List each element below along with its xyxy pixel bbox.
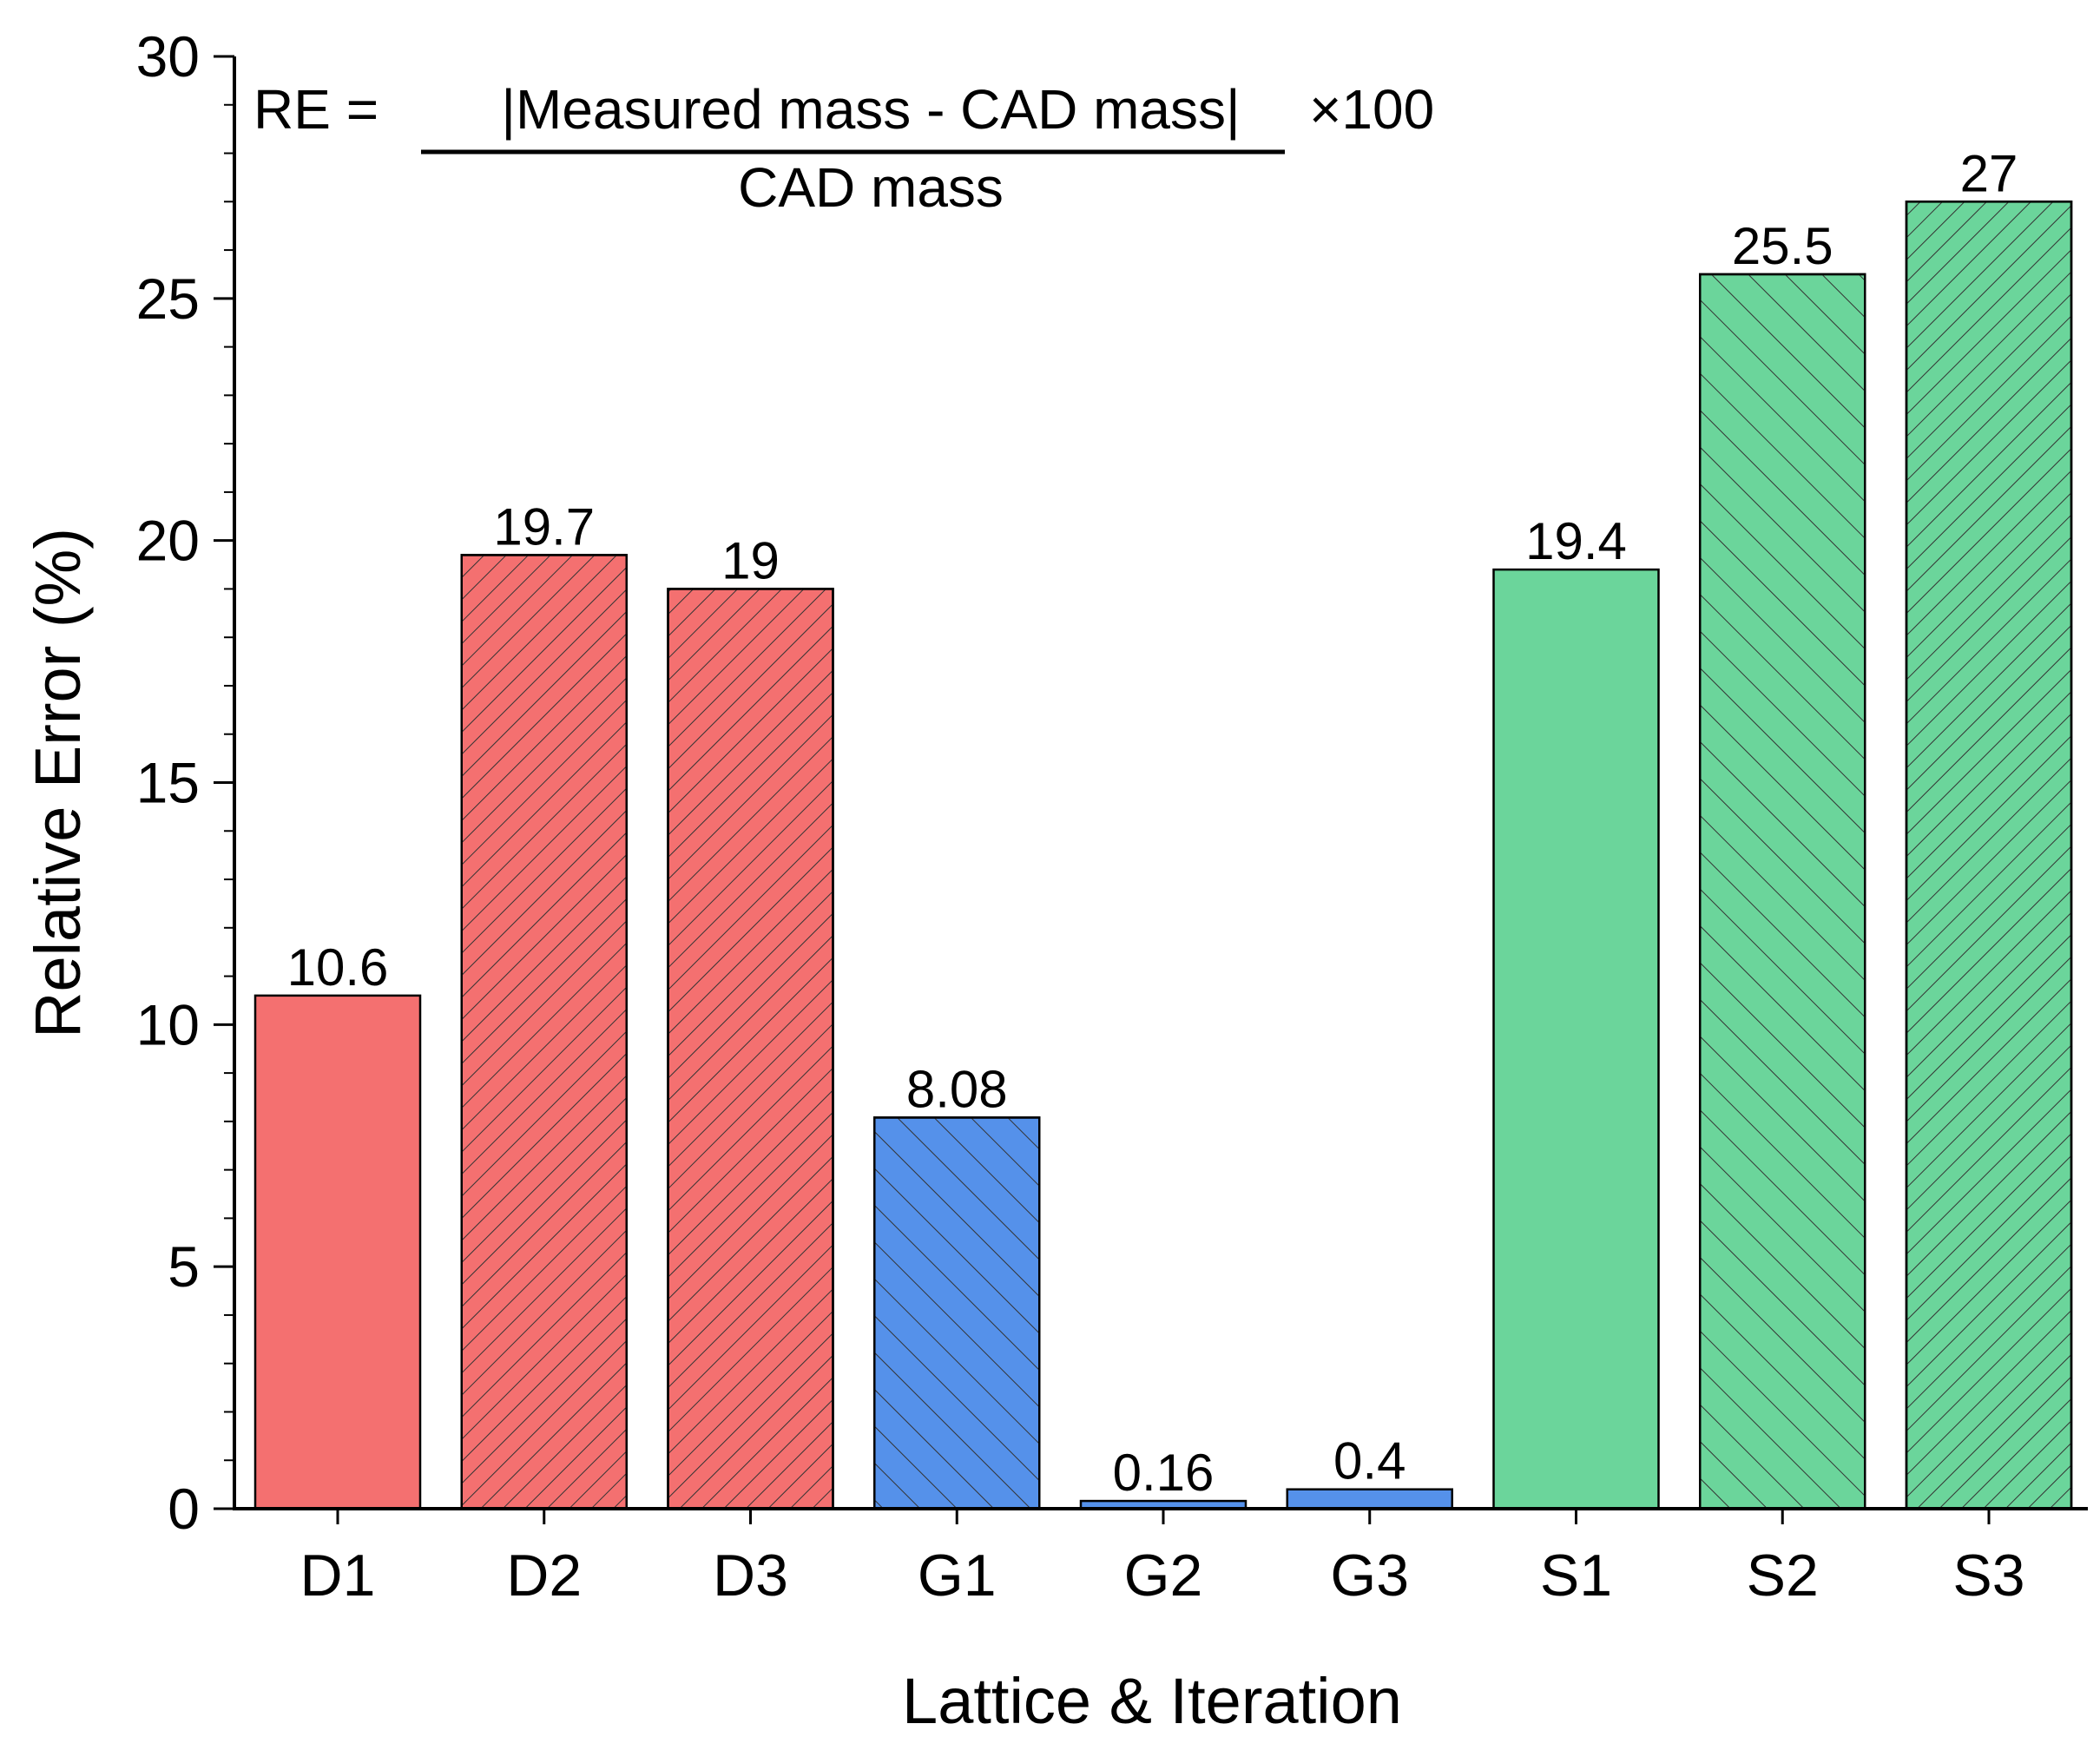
bars-layer <box>253 201 2073 1510</box>
x-tick-label-g3: G3 <box>1330 1543 1409 1609</box>
y-tick-label-20: 20 <box>136 509 200 573</box>
data-label-s2: 25.5 <box>1732 217 1833 275</box>
x-tick-label-g2: G2 <box>1124 1543 1203 1609</box>
bar-hatch-s3 <box>1905 201 2073 1510</box>
x-tick-label-s2: S2 <box>1747 1543 1819 1609</box>
y-tick-label-0: 0 <box>168 1477 200 1541</box>
data-label-s1: 19.4 <box>1525 512 1627 570</box>
data-label-g1: 8.08 <box>906 1060 1008 1118</box>
x-tick-label-d3: D3 <box>713 1543 788 1609</box>
data-label-s3: 27 <box>1960 144 2018 202</box>
y-tick-label-5: 5 <box>168 1234 200 1299</box>
data-label-d2: 19.7 <box>493 497 595 556</box>
data-label-d1: 10.6 <box>287 938 389 997</box>
x-tick-label-d2: D2 <box>506 1543 582 1609</box>
x-tick-label-s3: S3 <box>1952 1543 2024 1609</box>
data-labels-layer: 10.6 19.7 19 8.08 0.16 0.4 19.4 25.5 27 <box>287 144 2018 1502</box>
y-tick-label-30: 30 <box>136 24 200 89</box>
bar-d1 <box>253 994 422 1510</box>
x-tick-label-d1: D1 <box>300 1543 376 1609</box>
y-axis-title: Relative Error (%) <box>22 528 94 1038</box>
bar-hatch-d3 <box>667 588 834 1510</box>
x-axis-title: Lattice & Iteration <box>902 1665 1402 1737</box>
formula-denominator: CAD mass <box>738 156 1004 219</box>
formula-annotation: RE = |Measured mass - CAD mass| CAD mass… <box>253 78 1434 219</box>
bar-s1 <box>1492 568 1660 1510</box>
data-label-g2: 0.16 <box>1113 1444 1215 1502</box>
data-label-d3: 19 <box>721 531 780 589</box>
x-ticks-layer: D1 D2 D3 G1 G2 G3 S1 S2 S3 <box>300 1509 2025 1609</box>
formula-lhs: RE = <box>253 78 379 141</box>
y-tick-label-15: 15 <box>136 751 200 815</box>
bar-g3 <box>1286 1488 1453 1510</box>
formula-numerator: |Measured mass - CAD mass| <box>501 78 1240 141</box>
bar-hatch-d2 <box>460 554 628 1510</box>
bar-hatch-g1 <box>873 1116 1041 1510</box>
y-tick-label-25: 25 <box>136 266 200 331</box>
data-label-g3: 0.4 <box>1333 1432 1405 1490</box>
formula-factor: ×100 <box>1309 78 1434 141</box>
x-tick-label-g1: G1 <box>918 1543 997 1609</box>
y-tick-label-10: 10 <box>136 992 200 1056</box>
x-tick-label-s1: S1 <box>1540 1543 1612 1609</box>
y-ticks-layer: 0 5 10 15 20 25 30 <box>136 24 234 1541</box>
bar-hatch-s2 <box>1699 273 1866 1510</box>
